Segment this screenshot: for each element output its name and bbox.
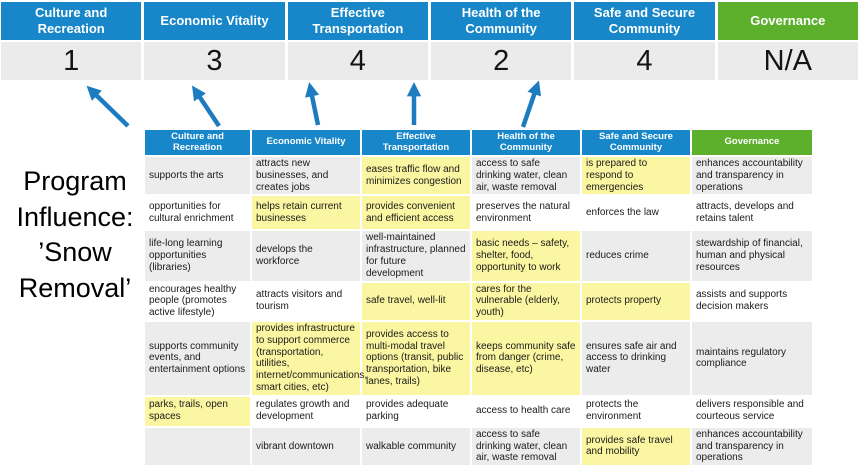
matrix-cell: opportunities for cultural enrichment [143,194,252,232]
matrix-cell: access to safe drinking water, clean air… [470,425,582,465]
matrix-cell-highlighted: provides convenient and efficient access [360,194,472,232]
matrix-cell-highlighted: provides safe travel and mobility [580,425,692,465]
matrix-cell-highlighted: helps retain current businesses [250,194,362,232]
matrix-cell: supports the arts [143,154,252,197]
matrix-cell-highlighted: safe travel, well-lit [360,280,472,322]
matrix-row: parks, trails, open spaces regulates grow… [143,394,814,428]
matrix-cell: ensures safe air and access to drinking … [580,319,692,397]
matrix-cell [143,425,252,465]
matrix-cell-highlighted: basic needs – safety, shelter, food, opp… [470,229,582,283]
matrix-column-header: Health of the Community [470,128,582,157]
matrix-cell: protects the environment [580,394,692,428]
category-header: Safe and Secure Community [574,2,715,40]
matrix-cell-highlighted: keeps community safe from danger (crime,… [470,319,582,397]
matrix-cell: well-maintained infrastructure, planned … [360,229,472,283]
program-influence-label: Program Influence: ’Snow Removal’ [16,166,134,303]
matrix-cell: reduces crime [580,229,692,283]
matrix-cell: life-long learning opportunities (librar… [143,229,252,283]
summary-column: Culture and Recreation 1 [1,2,142,80]
matrix-cell-highlighted: cares for the vulnerable (elderly, youth… [470,280,582,322]
category-header: Economic Vitality [144,2,285,40]
matrix-column-header: Economic Vitality [250,128,362,157]
summary-column: Safe and Secure Community 4 [574,2,715,80]
matrix-cell: attracts, develops and retains talent [690,194,814,232]
matrix-cell: enforces the law [580,194,692,232]
up-arrow-icon [520,80,542,128]
matrix-cell: supports community events, and entertain… [143,319,252,397]
category-header: Culture and Recreation [1,2,142,40]
category-score: 2 [430,42,572,80]
matrix-row: opportunities for cultural enrichment hel… [143,194,814,232]
matrix-cell-highlighted: provides access to multi-modal travel op… [360,319,472,397]
matrix-row: supports community events, and entertain… [143,319,814,397]
matrix-cell: regulates growth and development [250,394,362,428]
matrix-cell: attracts visitors and tourism [250,280,362,322]
category-header: Effective Transportation [287,2,428,40]
matrix-cell: maintains regulatory compliance [690,319,814,397]
matrix-column-header: Effective Transportation [360,128,472,157]
up-arrow-icon [192,85,221,128]
category-score: 3 [144,42,285,80]
matrix-column-header: Governance [690,128,814,157]
category-header: Health of the Community [430,2,572,40]
matrix-row: life-long learning opportunities (librar… [143,229,814,283]
matrix-column-header: Culture and Recreation [143,128,252,157]
matrix-cell-highlighted: eases traffic flow and minimizes congest… [360,154,472,197]
category-score: 1 [1,42,142,80]
summary-column: Health of the Community 2 [430,2,572,80]
matrix-cell: access to safe drinking water, clean air… [470,154,582,197]
matrix-cell-highlighted: protects property [580,280,692,322]
matrix-cell-highlighted: provides infrastructure to support comme… [250,319,367,397]
category-header: Governance [717,2,858,40]
category-score: 4 [574,42,715,80]
matrix-cell: stewardship of financial, human and phys… [690,229,814,283]
matrix-cell-highlighted: parks, trails, open spaces [143,394,252,428]
summary-column: Effective Transportation 4 [287,2,428,80]
arrows-layer [86,80,542,128]
matrix-cell: vibrant downtown [250,425,362,465]
influence-matrix: Culture and Recreation Economic Vitality E… [143,128,814,465]
matrix-cell: provides adequate parking [360,394,472,428]
matrix-cell: access to health care [470,394,582,428]
matrix-header-row: Culture and Recreation Economic Vitality E… [143,128,814,157]
matrix-cell-highlighted: is prepared to respond to emergencies [580,154,692,197]
summary-scoreboard: Culture and Recreation 1 Economic Vitality… [1,2,858,80]
category-score: 4 [287,42,428,80]
matrix-cell: attracts new businesses, and creates job… [250,154,362,197]
matrix-row: encourages healthy people (promotes acti… [143,280,814,322]
matrix-cell: enhances accountability and transparency… [690,154,814,197]
matrix-cell: enhances accountability and transparency… [690,425,814,465]
matrix-cell: encourages healthy people (promotes acti… [143,280,252,322]
matrix-cell: assists and supports decision makers [690,280,814,322]
matrix-cell: preserves the natural environment [470,194,582,232]
matrix-row: supports the arts attracts new businesses… [143,154,814,197]
up-arrow-icon [86,85,130,128]
up-arrow-icon [305,82,321,126]
matrix-column-header: Safe and Secure Community [580,128,692,157]
matrix-row: vibrant downtown walkable community access… [143,425,814,465]
matrix-cell: walkable community [360,425,472,465]
matrix-cell: delivers responsible and courteous servi… [690,394,814,428]
category-score: N/A [717,42,858,80]
summary-column: Governance N/A [717,2,858,80]
summary-column: Economic Vitality 3 [144,2,285,80]
matrix-cell: develops the workforce [250,229,362,283]
